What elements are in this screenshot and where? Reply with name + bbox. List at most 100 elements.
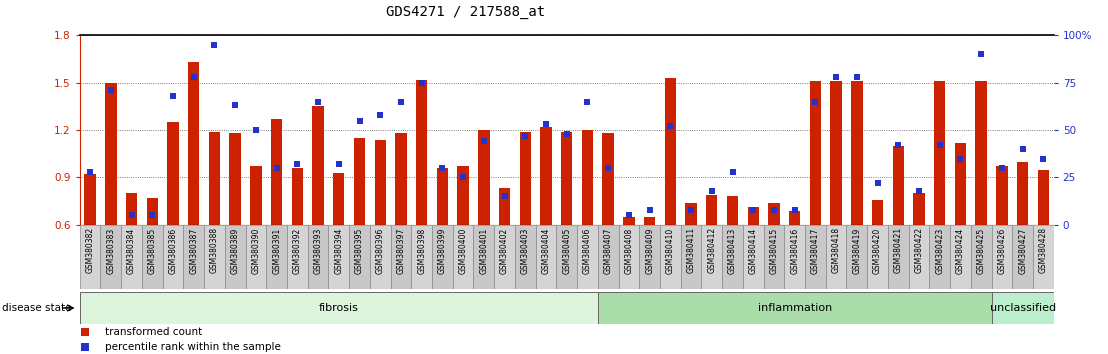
Point <box>309 99 327 104</box>
Bar <box>806 225 825 289</box>
Bar <box>722 225 742 289</box>
Point <box>745 207 762 212</box>
Text: percentile rank within the sample: percentile rank within the sample <box>105 342 281 352</box>
Text: GSM380423: GSM380423 <box>935 227 944 274</box>
Text: GSM380392: GSM380392 <box>293 227 301 274</box>
Bar <box>515 225 535 289</box>
Bar <box>660 225 680 289</box>
Bar <box>432 225 453 289</box>
Bar <box>930 225 950 289</box>
Text: GSM380399: GSM380399 <box>438 227 447 274</box>
Bar <box>416 80 428 225</box>
Bar <box>598 225 618 289</box>
Text: GSM380406: GSM380406 <box>583 227 592 274</box>
Text: GSM380413: GSM380413 <box>728 227 737 274</box>
Point <box>724 169 741 175</box>
Point <box>766 207 783 212</box>
Bar <box>353 138 366 225</box>
Text: GSM380386: GSM380386 <box>168 227 177 274</box>
Text: GSM380411: GSM380411 <box>687 227 696 273</box>
Bar <box>868 225 888 289</box>
Text: GSM380384: GSM380384 <box>127 227 136 274</box>
Text: fibrosis: fibrosis <box>319 303 359 313</box>
Bar <box>291 168 304 225</box>
Point <box>973 51 991 57</box>
Bar <box>437 168 448 225</box>
Bar <box>479 130 490 225</box>
Point <box>76 344 94 350</box>
Text: GSM380416: GSM380416 <box>790 227 799 274</box>
Point <box>164 93 182 99</box>
Bar <box>370 225 391 289</box>
Bar <box>84 174 95 225</box>
Point <box>516 133 534 139</box>
Point <box>952 156 970 161</box>
Bar <box>955 143 966 225</box>
Bar <box>577 225 598 289</box>
Text: GSM380383: GSM380383 <box>106 227 115 274</box>
Bar <box>992 225 1013 289</box>
Text: GSM380407: GSM380407 <box>604 227 613 274</box>
Text: GSM380420: GSM380420 <box>873 227 882 274</box>
Point <box>537 121 555 127</box>
Bar <box>742 225 763 289</box>
Point <box>350 118 368 124</box>
Text: GSM380393: GSM380393 <box>314 227 322 274</box>
Bar <box>830 81 842 225</box>
Bar <box>287 225 308 289</box>
Text: GSM380412: GSM380412 <box>707 227 716 273</box>
Point <box>288 161 306 167</box>
Text: GSM380404: GSM380404 <box>542 227 551 274</box>
Bar <box>1013 225 1033 289</box>
Text: GSM380415: GSM380415 <box>769 227 779 274</box>
Point <box>371 112 389 118</box>
Text: GSM380397: GSM380397 <box>397 227 406 274</box>
Text: GSM380422: GSM380422 <box>914 227 923 273</box>
Bar <box>603 133 614 225</box>
Bar <box>271 119 283 225</box>
Bar <box>266 225 287 289</box>
Bar <box>458 166 469 225</box>
Point <box>102 87 120 93</box>
Point <box>392 99 410 104</box>
Text: GSM380426: GSM380426 <box>997 227 1006 274</box>
Point <box>413 80 431 86</box>
Text: GSM380394: GSM380394 <box>335 227 343 274</box>
Bar <box>204 225 225 289</box>
Point <box>433 165 451 171</box>
Point <box>81 169 99 175</box>
Bar <box>768 203 780 225</box>
Bar <box>971 225 992 289</box>
Bar <box>541 127 552 225</box>
Bar <box>727 196 738 225</box>
Bar <box>701 225 722 289</box>
Bar <box>411 225 432 289</box>
Bar <box>784 225 806 289</box>
Bar <box>748 207 759 225</box>
Bar <box>375 139 386 225</box>
Text: GSM380424: GSM380424 <box>956 227 965 274</box>
Point <box>807 99 824 104</box>
Point <box>475 139 493 144</box>
Text: GSM380410: GSM380410 <box>666 227 675 274</box>
Bar <box>950 225 971 289</box>
Point <box>123 212 141 218</box>
Text: GDS4271 / 217588_at: GDS4271 / 217588_at <box>386 5 545 19</box>
Bar <box>825 225 847 289</box>
Bar <box>888 225 909 289</box>
Point <box>869 180 886 186</box>
Text: GSM380405: GSM380405 <box>562 227 572 274</box>
Point <box>495 194 513 199</box>
Bar <box>80 225 101 289</box>
Bar <box>1038 170 1049 225</box>
Bar <box>909 225 930 289</box>
Bar <box>396 133 407 225</box>
Bar <box>561 132 573 225</box>
Point <box>640 207 658 212</box>
Bar <box>453 225 473 289</box>
Bar <box>618 225 639 289</box>
Bar <box>582 130 593 225</box>
Text: GSM380388: GSM380388 <box>211 227 219 273</box>
Bar <box>851 81 862 225</box>
Bar <box>913 193 925 225</box>
